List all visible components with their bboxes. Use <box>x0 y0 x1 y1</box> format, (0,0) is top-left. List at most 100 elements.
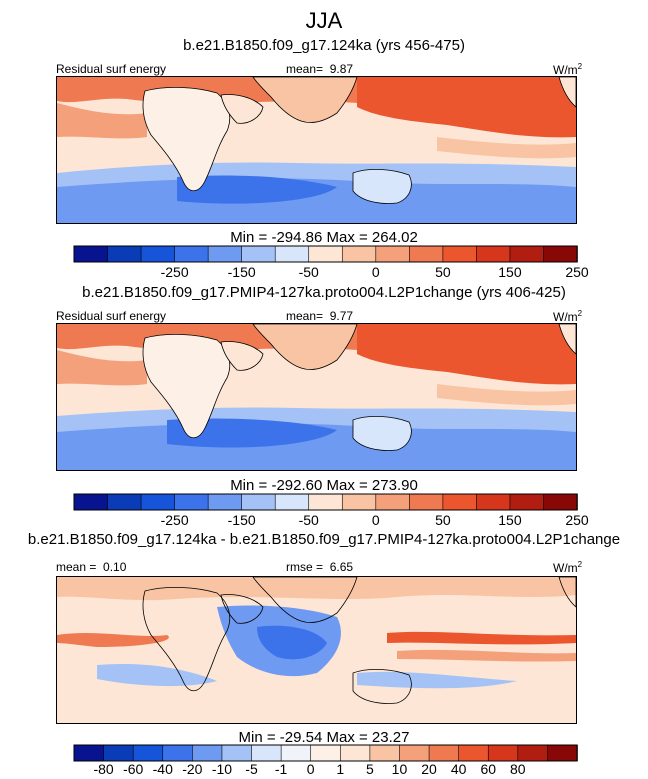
colorbar-frame <box>73 245 578 263</box>
colorbar-segment <box>221 744 253 762</box>
panel2-minmax: Min = -292.60 Max = 273.90 <box>230 477 418 494</box>
colorbar-tick-label: 150 <box>498 264 522 280</box>
warm-band-atlantic <box>57 103 147 139</box>
colorbar-tick-label: 80 <box>510 761 526 777</box>
colorbar-segment <box>399 744 430 762</box>
colorbar-tick-label: 5 <box>365 761 374 777</box>
colorbar-segment <box>107 245 142 263</box>
colorbar-tick-label: -250 <box>160 264 189 280</box>
warm-band-pacific <box>357 77 576 138</box>
panel2-mean: mean= 9.77 <box>286 309 353 323</box>
colorbar-segment <box>140 493 176 511</box>
panel3-rmse-value: 6.65 <box>329 560 354 574</box>
panel2-field-label: Residual surf energy <box>56 309 167 323</box>
colorbar-segment <box>509 245 545 263</box>
panel3-rmse-label: rmse = <box>286 560 324 574</box>
colorbar-segment <box>73 245 109 263</box>
panel1-colorbar-labels: -250 -150 -50 0 50 150 250 <box>0 264 648 282</box>
colorbar-tick-label: 0 <box>371 264 380 280</box>
panel3-units-text: W/m <box>553 561 578 575</box>
panel3-units: W/m2 <box>553 560 582 575</box>
panel2-mean-label: mean= <box>286 309 324 323</box>
colorbar-tick-label: -40 <box>152 761 173 777</box>
colorbar-tick-label: -5 <box>245 761 258 777</box>
panel3-colorbar-svg <box>73 744 578 762</box>
colorbar-segment <box>369 744 401 762</box>
colorbar-tick-label: -50 <box>298 512 319 528</box>
panel3-map <box>56 576 577 724</box>
colorbar-segment <box>476 245 511 263</box>
panel2-colorbar <box>73 493 578 511</box>
panel3-colorbar-labels: -80 -60 -40 -20 -10 -5 -1 0 1 5 10 20 40 60 80 <box>0 761 648 779</box>
panel3-minmax: Min = -29.54 Max = 23.27 <box>238 729 410 746</box>
panel1-colorbar-svg <box>73 245 578 263</box>
colorbar-segment <box>308 493 344 511</box>
colorbar-frame <box>73 493 578 511</box>
colorbar-segment <box>132 744 164 762</box>
colorbar-tick-label: 10 <box>391 761 408 777</box>
colorbar-segment <box>207 245 243 263</box>
colorbar-tick-label: -150 <box>227 512 256 528</box>
colorbar-tick-label: 50 <box>435 264 451 280</box>
colorbar-tick-label: 250 <box>565 512 589 528</box>
diff-warm-north <box>57 577 576 601</box>
americas-landmass <box>558 324 576 355</box>
panel3-map-svg <box>57 577 576 723</box>
colorbar-segment <box>442 493 478 511</box>
colorbar-tick-label: -150 <box>227 264 256 280</box>
colorbar-tick-label: 0 <box>371 512 380 528</box>
americas-landmass <box>558 77 576 108</box>
colorbar-segment <box>543 245 578 263</box>
panel2-colorbar-labels: -250 -150 -50 0 50 150 250 <box>0 512 648 530</box>
colorbar-tick-label: -60 <box>123 761 144 777</box>
colorbar-segment <box>207 493 243 511</box>
warm-band-equator <box>437 384 576 406</box>
colorbar-frame <box>73 744 578 762</box>
arabia-landmass <box>220 94 264 124</box>
colorbar-segment <box>341 245 377 263</box>
panel2-units: W/m2 <box>553 309 582 324</box>
panel3-colorbar <box>73 744 578 762</box>
panel1-mean: mean= 9.87 <box>286 62 353 76</box>
panel3-rmse: rmse = 6.65 <box>286 560 353 574</box>
colorbar-tick-label: -250 <box>160 512 189 528</box>
africa-outline <box>142 586 231 692</box>
colorbar-segment <box>509 493 545 511</box>
colorbar-tick-label: 1 <box>336 761 345 777</box>
asia-landmass <box>252 77 358 123</box>
australia-outline <box>352 669 412 704</box>
colorbar-segment <box>73 744 105 762</box>
colorbar-segment <box>409 245 444 263</box>
panel1-field-label: Residual surf energy <box>56 62 167 76</box>
colorbar-segment <box>339 744 371 762</box>
diff-cold-atlantic <box>97 663 217 687</box>
panel1-units-text: W/m <box>553 63 578 77</box>
colorbar-segment <box>547 744 578 762</box>
panel1-minmax: Min = -294.86 Max = 264.02 <box>230 229 418 246</box>
colorbar-segment <box>375 493 411 511</box>
colorbar-segment <box>274 245 310 263</box>
africa-landmass <box>142 86 231 192</box>
colorbar-tick-label: -20 <box>182 761 203 777</box>
panel1-map <box>56 76 577 224</box>
colorbar-tick-label: 250 <box>565 264 589 280</box>
cold-core-indian <box>177 175 337 204</box>
colorbar-tick-label: 60 <box>480 761 497 777</box>
panel2-title: b.e21.B1850.f09_g17.PMIP4-127ka.proto004… <box>82 284 566 301</box>
colorbar-segment <box>341 493 377 511</box>
panel2-map <box>56 323 577 471</box>
panel1-mean-label: mean= <box>286 62 324 76</box>
colorbar-tick-label: -80 <box>93 761 114 777</box>
colorbar-segment <box>251 744 282 762</box>
colorbar-segment <box>310 744 342 762</box>
panel2-units-text: W/m <box>553 310 578 324</box>
diff-warm-pacific-band <box>387 631 576 645</box>
australia-landmass <box>352 416 412 451</box>
panel3-mean-value: 0.10 <box>103 560 127 574</box>
colorbar-tick-label: 50 <box>435 512 451 528</box>
panel3-units-sup: 2 <box>577 560 583 569</box>
colorbar-segment <box>103 744 134 762</box>
colorbar-segment <box>517 744 549 762</box>
panel2-units-sup: 2 <box>577 309 583 318</box>
diff-cold-core <box>257 625 327 660</box>
